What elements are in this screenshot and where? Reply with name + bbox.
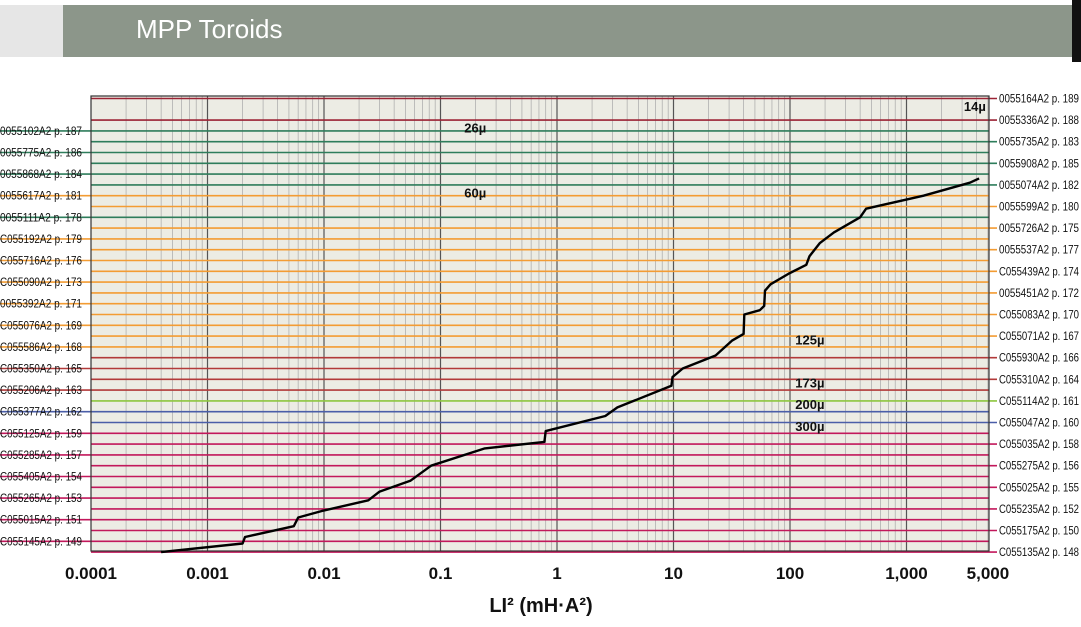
- plot-area: [91, 96, 989, 551]
- right-part-label: C055035A2 p. 158: [999, 439, 1079, 451]
- right-part-label: C055235A2 p. 152: [999, 504, 1079, 516]
- right-part-label: C055071A2 p. 167: [999, 331, 1079, 343]
- right-part-label: 0055074A2 p. 182: [999, 180, 1079, 192]
- left-part-label: C055716A2 p. 176: [0, 256, 82, 268]
- left-part-label: C055285A2 p. 157: [0, 450, 82, 462]
- selection-curve: [160, 177, 980, 554]
- right-part-label: 0055726A2 p. 175: [999, 223, 1079, 235]
- left-part-label: C055145A2 p. 149: [0, 536, 82, 548]
- header-bar: [63, 5, 1072, 57]
- right-part-label: C055114A2 p. 161: [999, 396, 1079, 408]
- right-part-label: 0055451A2 p. 172: [999, 288, 1079, 300]
- header-left-panel: [0, 5, 63, 57]
- left-part-label: C055125A2 p. 159: [0, 428, 82, 440]
- left-part-label: 0055111A2 p. 178: [0, 212, 82, 224]
- right-part-label: C055930A2 p. 166: [999, 353, 1079, 365]
- x-tick-label: 1,000: [885, 564, 928, 583]
- left-part-label: C055076A2 p. 169: [0, 320, 82, 332]
- x-tick-label: 10: [664, 564, 683, 583]
- header-edge: [1072, 0, 1081, 62]
- right-part-label: 0055735A2 p. 183: [999, 137, 1079, 149]
- left-part-label: C055405A2 p. 154: [0, 472, 83, 484]
- left-part-label: C055090A2 p. 173: [0, 277, 82, 289]
- permeability-label: 60µ: [464, 186, 486, 201]
- permeability-label: 14µ: [964, 99, 986, 114]
- left-part-label: C055586A2 p. 168: [0, 342, 82, 354]
- page-title: MPP Toroids: [136, 14, 283, 44]
- permeability-label: 200µ: [795, 397, 824, 412]
- permeability-label: 125µ: [795, 332, 824, 347]
- x-tick-label: 100: [776, 564, 804, 583]
- left-part-label: 0055868A2 p. 184: [0, 169, 83, 181]
- x-tick-label: 0.001: [186, 564, 229, 583]
- right-part-label: 0055537A2 p. 177: [999, 245, 1079, 257]
- left-part-label: C055015A2 p. 151: [0, 515, 82, 527]
- right-part-label: C055135A2 p. 148: [999, 547, 1079, 559]
- right-part-label: 0055908A2 p. 185: [999, 158, 1079, 170]
- right-part-label: C055047A2 p. 160: [999, 418, 1079, 430]
- left-part-label: C055192A2 p. 179: [0, 234, 82, 246]
- right-part-label: C055175A2 p. 150: [999, 526, 1079, 538]
- x-tick-label: 0.1: [429, 564, 453, 583]
- permeability-label: 26µ: [464, 121, 486, 136]
- right-part-label: C055083A2 p. 170: [999, 310, 1079, 322]
- left-part-label: C055206A2 p. 163: [0, 385, 82, 397]
- right-part-label: C055439A2 p. 174: [999, 266, 1079, 278]
- right-part-label: 0055164A2 p. 189: [999, 94, 1079, 106]
- x-tick-label: 0.01: [307, 564, 340, 583]
- x-tick-label: 5,000: [967, 564, 1010, 583]
- x-axis-label: LI² (mH·A²): [489, 595, 592, 617]
- right-part-label: 0055336A2 p. 188: [999, 115, 1079, 127]
- permeability-label: 300µ: [795, 419, 824, 434]
- left-part-label: C055350A2 p. 165: [0, 364, 82, 376]
- right-part-label: C055275A2 p. 156: [999, 461, 1079, 473]
- left-part-label: 0055102A2 p. 187: [0, 126, 82, 138]
- right-part-label: C055025A2 p. 155: [999, 482, 1079, 494]
- left-part-label: 0055775A2 p. 186: [0, 148, 82, 160]
- permeability-label: 173µ: [795, 376, 824, 391]
- right-part-label: 0055599A2 p. 180: [999, 202, 1079, 214]
- right-part-label: C055310A2 p. 164: [999, 374, 1079, 386]
- left-part-label: 0055617A2 p. 181: [0, 191, 82, 203]
- plot-border: [90, 95, 990, 552]
- x-tick-label: 0.0001: [65, 564, 117, 583]
- left-part-label: C055265A2 p. 153: [0, 493, 82, 505]
- left-part-label: C055377A2 p. 162: [0, 407, 82, 419]
- x-tick-label: 1: [552, 564, 561, 583]
- left-part-label: 0055392A2 p. 171: [0, 299, 82, 311]
